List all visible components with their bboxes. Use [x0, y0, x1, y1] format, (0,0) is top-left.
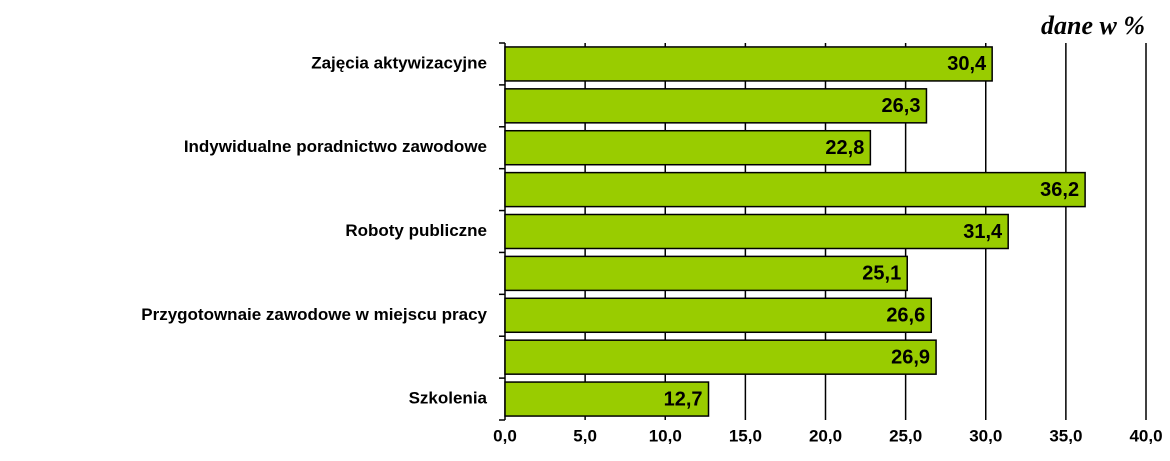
value-label: 26,6 — [886, 305, 925, 327]
bar — [504, 339, 937, 375]
x-tick-label: 25,0 — [889, 426, 922, 445]
value-label: 26,3 — [882, 95, 921, 117]
value-label: 25,1 — [862, 263, 901, 285]
y-tick-label: Roboty publiczne — [345, 221, 487, 240]
y-tick-label: Indywidualne poradnictwo zawodowe — [184, 137, 487, 156]
bar — [504, 88, 928, 124]
value-label: 12,7 — [664, 388, 703, 410]
bar — [504, 46, 993, 82]
x-tick-label: 5,0 — [573, 426, 597, 445]
x-tick-label: 15,0 — [729, 426, 762, 445]
x-tick-label: 30,0 — [969, 426, 1002, 445]
bar — [504, 381, 710, 417]
y-tick-label: Przygotownaie zawodowe w miejscu pracy — [141, 305, 487, 324]
bar — [504, 171, 1086, 208]
value-label: 22,8 — [825, 137, 864, 159]
x-tick-label: 35,0 — [1049, 426, 1082, 445]
annotation: dane w % — [1041, 11, 1145, 40]
bar — [504, 213, 1009, 250]
y-tick-label: Zajęcia aktywizacyjne — [311, 53, 487, 72]
bar — [504, 297, 933, 334]
value-label: 30,4 — [947, 53, 987, 75]
value-label: 36,2 — [1040, 179, 1079, 201]
y-tick-label: Szkolenia — [409, 389, 488, 408]
value-label: 26,9 — [891, 346, 930, 368]
bar — [504, 255, 908, 292]
x-tick-label: 40,0 — [1129, 426, 1162, 445]
bar — [504, 129, 872, 166]
x-tick-label: 20,0 — [809, 426, 842, 445]
x-tick-label: 0,0 — [493, 426, 517, 445]
x-tick-label: 10,0 — [649, 426, 682, 445]
value-label: 31,4 — [963, 221, 1003, 243]
